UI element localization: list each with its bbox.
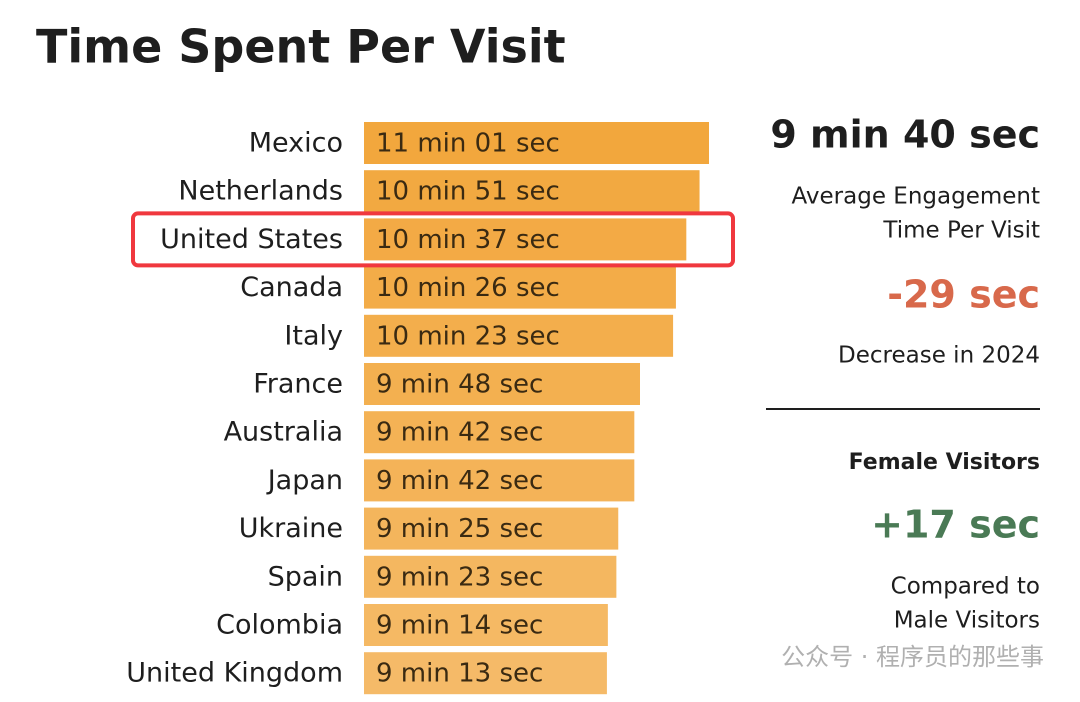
- category-label: Spain: [268, 561, 343, 592]
- stat-caption: Time Per Visit: [882, 218, 1040, 244]
- value-label: 9 min 42 sec: [376, 466, 543, 496]
- bar: [364, 507, 619, 550]
- value-label: 9 min 48 sec: [376, 370, 543, 400]
- value-label: 10 min 23 sec: [376, 321, 560, 351]
- stat-caption: Male Visitors: [894, 608, 1040, 634]
- watermark: 公众号 · 程序员的那些事: [781, 643, 1044, 671]
- category-label: Mexico: [249, 128, 343, 159]
- bar: [364, 411, 635, 454]
- category-label: Australia: [224, 417, 343, 448]
- bar: [364, 652, 607, 695]
- bar: [364, 218, 687, 261]
- value-label: 9 min 25 sec: [376, 514, 543, 544]
- category-label: Ukraine: [239, 513, 343, 544]
- value-label: 9 min 13 sec: [376, 659, 543, 689]
- value-label: 10 min 26 sec: [376, 273, 560, 303]
- bar: [364, 363, 640, 405]
- stat-value: -29 sec: [887, 273, 1040, 317]
- value-label: 10 min 51 sec: [376, 177, 560, 207]
- bar: [364, 170, 700, 213]
- value-label: 9 min 14 sec: [376, 611, 543, 641]
- stat-value: 9 min 40 sec: [770, 113, 1040, 157]
- category-label: Colombia: [216, 610, 343, 641]
- category-label: Italy: [284, 320, 343, 351]
- stat-caption: Decrease in 2024: [838, 343, 1040, 369]
- stat-caption: Average Engagement: [792, 184, 1040, 210]
- bar: [364, 459, 635, 502]
- bar: [364, 266, 676, 309]
- chart-title: Time Spent Per Visit: [36, 20, 566, 74]
- highlight-box: [131, 211, 735, 268]
- category-label: Canada: [240, 272, 343, 303]
- stat-heading: Female Visitors: [849, 450, 1040, 475]
- bar: [364, 314, 674, 357]
- bar: [364, 555, 617, 598]
- stat-caption: Compared to: [891, 574, 1040, 600]
- category-label: United Kingdom: [126, 658, 343, 689]
- bar: [364, 122, 709, 164]
- value-label: 11 min 01 sec: [376, 129, 560, 159]
- category-label: Netherlands: [178, 176, 343, 207]
- stat-value: +17 sec: [871, 503, 1040, 547]
- category-label: France: [253, 369, 343, 400]
- bar: [364, 604, 608, 646]
- category-label: United States: [160, 224, 343, 255]
- value-label: 9 min 42 sec: [376, 418, 543, 448]
- value-label: 10 min 37 sec: [376, 225, 560, 255]
- value-label: 9 min 23 sec: [376, 562, 543, 592]
- category-label: Japan: [266, 465, 343, 496]
